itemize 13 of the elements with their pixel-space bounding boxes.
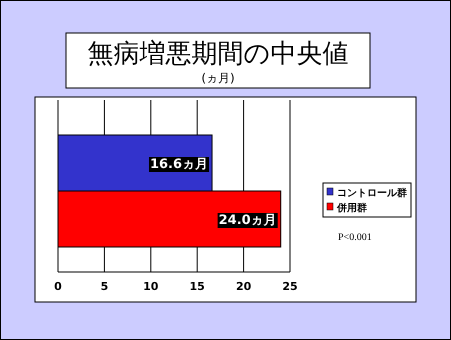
data-label: 16.6ヵ月: [150, 157, 208, 172]
legend-label: コントロール群: [337, 187, 407, 199]
data-label: 24.0ヵ月: [218, 213, 277, 228]
chart-title: 無病増悪期間の中央値: [88, 39, 348, 69]
chart-subtitle: (ヵ月): [201, 71, 235, 85]
x-tick-label: 15: [190, 280, 205, 293]
text: P<0.001: [338, 232, 372, 243]
x-tick-label: 10: [143, 280, 159, 293]
x-tick-label: 20: [236, 280, 252, 293]
x-tick-label: 0: [54, 280, 62, 293]
x-tick-label: 25: [282, 280, 298, 293]
x-tick-label: 5: [100, 280, 108, 293]
legend-label: 併用群: [336, 202, 367, 214]
